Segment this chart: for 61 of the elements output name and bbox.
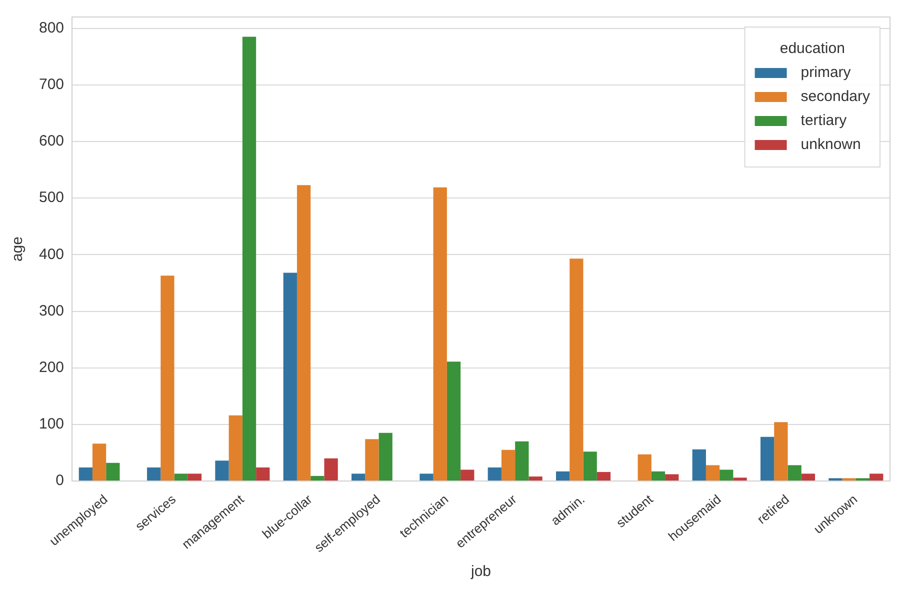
bar bbox=[488, 467, 502, 481]
bar bbox=[92, 444, 106, 481]
bar bbox=[242, 36, 256, 481]
bar bbox=[774, 422, 788, 481]
bar bbox=[760, 436, 774, 481]
legend-label: unknown bbox=[800, 136, 861, 154]
bar bbox=[528, 476, 542, 481]
y-tick-label: 700 bbox=[38, 76, 64, 94]
y-tick-label: 400 bbox=[38, 246, 64, 263]
y-tick-label: 200 bbox=[38, 358, 64, 376]
y-tick-label: 100 bbox=[38, 416, 64, 433]
y-tick-label: 0 bbox=[56, 472, 64, 490]
bar bbox=[365, 439, 379, 481]
bar bbox=[856, 478, 870, 481]
legend-label: tertiary bbox=[800, 112, 848, 130]
bar bbox=[570, 258, 584, 481]
bar bbox=[665, 474, 679, 481]
y-tick-label: 500 bbox=[38, 189, 64, 206]
bar bbox=[870, 474, 884, 481]
y-tick-label: 600 bbox=[38, 132, 64, 150]
bar bbox=[352, 474, 366, 481]
bar bbox=[256, 467, 270, 481]
bar bbox=[596, 472, 611, 481]
bar bbox=[378, 432, 392, 481]
bar bbox=[460, 470, 474, 481]
bar bbox=[296, 185, 311, 481]
bar bbox=[501, 450, 516, 481]
bar bbox=[324, 458, 338, 481]
bar bbox=[720, 470, 734, 481]
bar bbox=[188, 474, 202, 481]
legend-label: primary bbox=[800, 64, 852, 82]
bar bbox=[446, 362, 461, 481]
y-tick-label: 800 bbox=[38, 19, 64, 36]
bar bbox=[174, 474, 188, 481]
bar bbox=[283, 272, 297, 481]
bar bbox=[828, 478, 842, 481]
y-axis-title: age bbox=[9, 236, 26, 262]
bar bbox=[733, 478, 747, 481]
legend-title: education bbox=[780, 40, 845, 58]
bar bbox=[842, 478, 856, 481]
bar bbox=[106, 462, 120, 481]
bar bbox=[215, 460, 229, 481]
bar bbox=[692, 449, 706, 481]
bar bbox=[651, 471, 666, 481]
bar bbox=[310, 476, 324, 481]
bar bbox=[706, 465, 720, 481]
bar bbox=[638, 454, 652, 481]
bar bbox=[147, 467, 161, 481]
x-axis-title: job bbox=[470, 563, 492, 580]
bar bbox=[160, 276, 174, 481]
bar bbox=[515, 441, 529, 481]
bar bbox=[801, 474, 816, 481]
bar bbox=[556, 471, 570, 481]
legend-label: secondary bbox=[800, 88, 870, 106]
bar bbox=[78, 467, 92, 481]
bar bbox=[433, 187, 447, 481]
y-tick-label: 300 bbox=[38, 302, 64, 320]
bar bbox=[788, 465, 802, 481]
bar bbox=[228, 415, 242, 481]
bar bbox=[420, 474, 434, 481]
bar bbox=[583, 452, 597, 481]
